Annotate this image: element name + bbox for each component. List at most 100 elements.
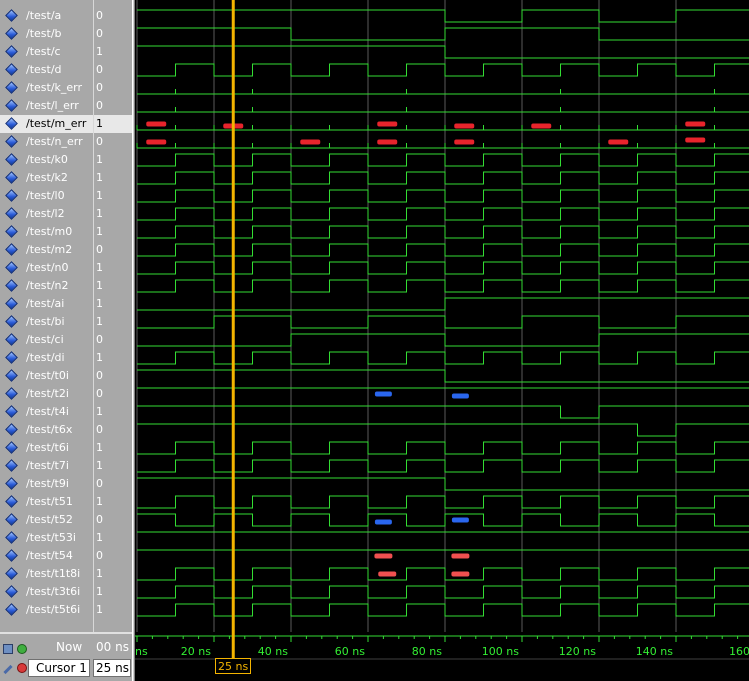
signal-value-row[interactable]: 0 bbox=[94, 547, 132, 565]
signal-row[interactable]: /test/t6x bbox=[0, 421, 93, 439]
signal-value-row[interactable]: 0 bbox=[94, 421, 132, 439]
cursor-name-field[interactable]: Cursor 1 bbox=[28, 659, 90, 677]
signal-value-row[interactable]: 1 bbox=[94, 169, 132, 187]
signal-value-row[interactable]: 0 bbox=[94, 7, 132, 25]
signal-waveform[interactable] bbox=[137, 441, 749, 455]
signal-value-row[interactable]: 0 bbox=[94, 97, 132, 115]
signal-row[interactable]: /test/t5t6i bbox=[0, 601, 93, 619]
signal-row[interactable]: /test/t9i bbox=[0, 475, 93, 493]
signal-row[interactable]: /test/n2 bbox=[0, 277, 93, 295]
signal-value-row[interactable]: 1 bbox=[94, 403, 132, 421]
signal-row[interactable]: /test/bi bbox=[0, 313, 93, 331]
signal-value-row[interactable]: 1 bbox=[94, 115, 132, 133]
signal-value-row[interactable]: 1 bbox=[94, 493, 132, 511]
signal-row[interactable]: /test/t0i bbox=[0, 367, 93, 385]
signal-waveform[interactable] bbox=[137, 207, 749, 221]
signal-value-row[interactable]: 0 bbox=[94, 61, 132, 79]
signal-row[interactable]: /test/c bbox=[0, 43, 93, 61]
signal-row[interactable]: /test/m_err bbox=[0, 115, 93, 133]
signal-row[interactable]: /test/t53i bbox=[0, 529, 93, 547]
time-ruler[interactable]: ns 20 ns 40 ns 60 ns 80 ns 100 ns 120 ns 140 ns… bbox=[135, 632, 749, 681]
signal-waveform[interactable] bbox=[137, 315, 749, 329]
signal-waveform[interactable] bbox=[137, 585, 749, 599]
signal-row[interactable]: /test/l0 bbox=[0, 187, 93, 205]
signal-value-row[interactable]: 1 bbox=[94, 277, 132, 295]
signal-waveform[interactable] bbox=[137, 351, 749, 365]
cursor-time-flag[interactable]: 25 ns bbox=[215, 658, 252, 674]
signal-waveform[interactable] bbox=[137, 297, 749, 311]
signal-waveform[interactable] bbox=[137, 225, 749, 239]
signal-row[interactable]: /test/t4i bbox=[0, 403, 93, 421]
signal-value-row[interactable]: 1 bbox=[94, 223, 132, 241]
signal-row[interactable]: /test/di bbox=[0, 349, 93, 367]
signal-waveform[interactable] bbox=[137, 45, 749, 59]
signal-value-row[interactable]: 1 bbox=[94, 205, 132, 223]
signal-value-row[interactable]: 0 bbox=[94, 133, 132, 151]
signal-waveform[interactable] bbox=[137, 243, 749, 257]
signal-waveform[interactable] bbox=[137, 405, 749, 419]
signal-value-row[interactable]: 0 bbox=[94, 331, 132, 349]
signal-row[interactable]: /test/ai bbox=[0, 295, 93, 313]
signal-value-row[interactable]: 1 bbox=[94, 259, 132, 277]
cursor-time-field[interactable]: 25 ns bbox=[93, 659, 131, 677]
pane-splitter[interactable] bbox=[132, 0, 135, 681]
signal-value-row[interactable]: 1 bbox=[94, 313, 132, 331]
signal-waveform[interactable] bbox=[137, 423, 749, 437]
signal-waveform[interactable] bbox=[137, 369, 749, 383]
signal-row[interactable]: /test/d bbox=[0, 61, 93, 79]
signal-waveform[interactable] bbox=[137, 63, 749, 77]
signal-value-row[interactable]: 0 bbox=[94, 475, 132, 493]
signal-row[interactable]: /test/t3t6i bbox=[0, 583, 93, 601]
signal-waveform[interactable] bbox=[137, 603, 749, 617]
signal-row[interactable]: /test/l_err bbox=[0, 97, 93, 115]
signal-waveform[interactable] bbox=[137, 171, 749, 185]
signal-value-row[interactable]: 0 bbox=[94, 385, 132, 403]
signal-row[interactable]: /test/l2 bbox=[0, 205, 93, 223]
signal-row[interactable]: /test/t6i bbox=[0, 439, 93, 457]
signal-value-row[interactable]: 1 bbox=[94, 583, 132, 601]
signal-waveform[interactable] bbox=[137, 9, 749, 23]
signal-row[interactable]: /test/t51 bbox=[0, 493, 93, 511]
signal-value-row[interactable]: 1 bbox=[94, 601, 132, 619]
signal-value-row[interactable]: 1 bbox=[94, 529, 132, 547]
signal-value-row[interactable]: 0 bbox=[94, 25, 132, 43]
signal-waveform[interactable] bbox=[137, 459, 749, 473]
waveform-pane[interactable] bbox=[135, 0, 749, 632]
signal-value-row[interactable]: 0 bbox=[94, 241, 132, 259]
signal-waveform[interactable] bbox=[137, 27, 749, 41]
signal-row[interactable]: /test/ci bbox=[0, 331, 93, 349]
signal-value-row[interactable]: 1 bbox=[94, 295, 132, 313]
signal-value-row[interactable]: 1 bbox=[94, 187, 132, 205]
remove-cursor-icon[interactable] bbox=[17, 663, 27, 673]
signal-row[interactable]: /test/k_err bbox=[0, 79, 93, 97]
edit-cursor-icon[interactable] bbox=[3, 664, 13, 675]
signal-row[interactable]: /test/t7i bbox=[0, 457, 93, 475]
signal-row[interactable]: /test/n_err bbox=[0, 133, 93, 151]
signal-row[interactable]: /test/t52 bbox=[0, 511, 93, 529]
signal-waveform[interactable] bbox=[137, 495, 749, 509]
signal-value-row[interactable]: 0 bbox=[94, 367, 132, 385]
signal-value-row[interactable]: 1 bbox=[94, 43, 132, 61]
signal-value-row[interactable]: 0 bbox=[94, 79, 132, 97]
signal-waveform[interactable] bbox=[137, 153, 749, 167]
waveform-icon[interactable] bbox=[3, 644, 13, 654]
signal-value-row[interactable]: 1 bbox=[94, 151, 132, 169]
signal-waveform[interactable] bbox=[137, 477, 749, 491]
signal-row[interactable]: /test/b bbox=[0, 25, 93, 43]
signal-row[interactable]: /test/m2 bbox=[0, 241, 93, 259]
signal-waveform[interactable] bbox=[137, 513, 749, 527]
signal-value-row[interactable]: 1 bbox=[94, 439, 132, 457]
signal-row[interactable]: /test/m0 bbox=[0, 223, 93, 241]
signal-value-row[interactable]: 1 bbox=[94, 565, 132, 583]
signal-waveform[interactable] bbox=[137, 333, 749, 347]
signal-row[interactable]: /test/t1t8i bbox=[0, 565, 93, 583]
signal-row[interactable]: /test/k0 bbox=[0, 151, 93, 169]
signal-value-row[interactable]: 1 bbox=[94, 349, 132, 367]
signal-row[interactable]: /test/t54 bbox=[0, 547, 93, 565]
signal-row[interactable]: /test/a bbox=[0, 7, 93, 25]
signal-row[interactable]: /test/t2i bbox=[0, 385, 93, 403]
signal-row[interactable]: /test/k2 bbox=[0, 169, 93, 187]
signal-value-row[interactable]: 0 bbox=[94, 511, 132, 529]
add-cursor-icon[interactable] bbox=[17, 644, 27, 654]
signal-waveform[interactable] bbox=[137, 567, 749, 581]
